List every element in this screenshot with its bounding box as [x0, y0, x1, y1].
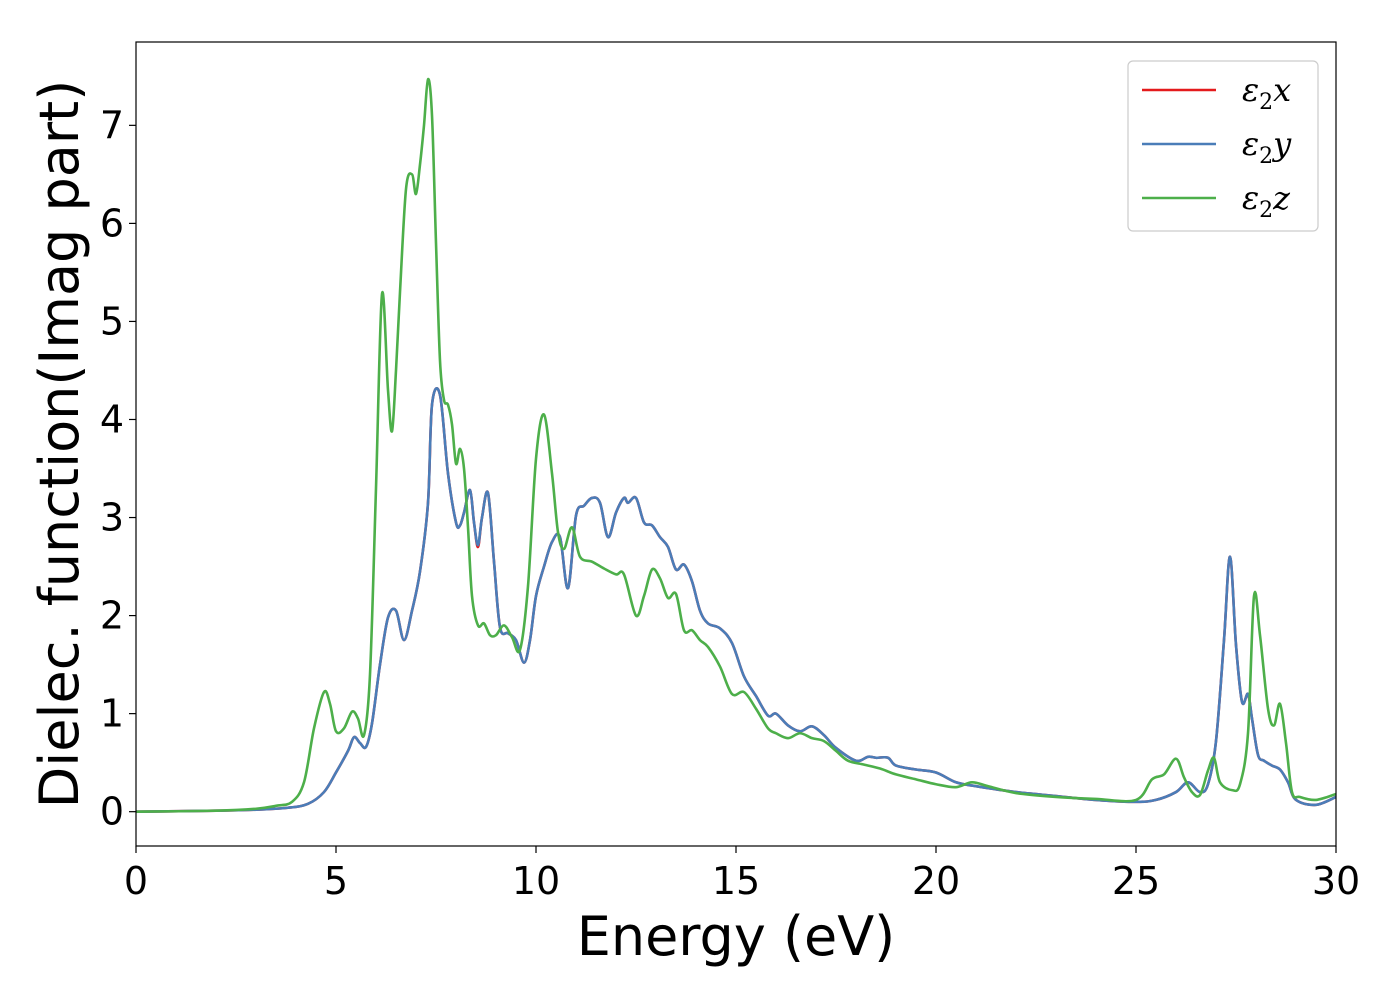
y-tick-label: 4 — [100, 397, 124, 441]
x-tick-label: 5 — [324, 859, 348, 903]
series-layer — [136, 77, 1336, 813]
y-tick-label: 1 — [100, 692, 124, 736]
legend-entry-y: ε2y — [1142, 125, 1292, 169]
y-tick-label: 6 — [100, 201, 124, 245]
x-tick-label: 15 — [712, 859, 760, 903]
y-tick-label: 2 — [100, 594, 124, 638]
legend-entry-z: ε2z — [1142, 179, 1291, 223]
x-tick-label: 10 — [512, 859, 560, 903]
legend-label: ε2x — [1242, 71, 1291, 115]
series-line-z — [136, 77, 1336, 813]
x-tick-label: 30 — [1312, 859, 1360, 903]
legend-label: ε2z — [1242, 179, 1291, 223]
legend-label: ε2y — [1242, 125, 1292, 169]
legend-box — [1127, 60, 1319, 232]
y-axis-ticks: 0 1 2 3 4 5 6 7 — [100, 103, 136, 834]
legend-entries: ε2x ε2y ε2z — [1142, 71, 1292, 223]
series-line-x — [136, 387, 1336, 813]
y-tick-label: 3 — [100, 496, 124, 540]
legend: ε2x ε2y ε2z — [1127, 60, 1319, 232]
x-axis-ticks: 0 5 10 15 20 25 30 — [124, 846, 1360, 903]
y-axis-label: Dielec. function(Imag part) — [28, 80, 91, 809]
series-line-y — [136, 387, 1336, 813]
y-tick-label: 0 — [100, 790, 124, 834]
x-tick-label: 25 — [1112, 859, 1160, 903]
x-axis-label: Energy (eV) — [577, 905, 896, 968]
x-tick-label: 0 — [124, 859, 148, 903]
x-tick-label: 20 — [912, 859, 960, 903]
y-tick-label: 5 — [100, 299, 124, 343]
legend-entry-x: ε2x — [1142, 71, 1291, 115]
y-tick-label: 7 — [100, 103, 124, 147]
